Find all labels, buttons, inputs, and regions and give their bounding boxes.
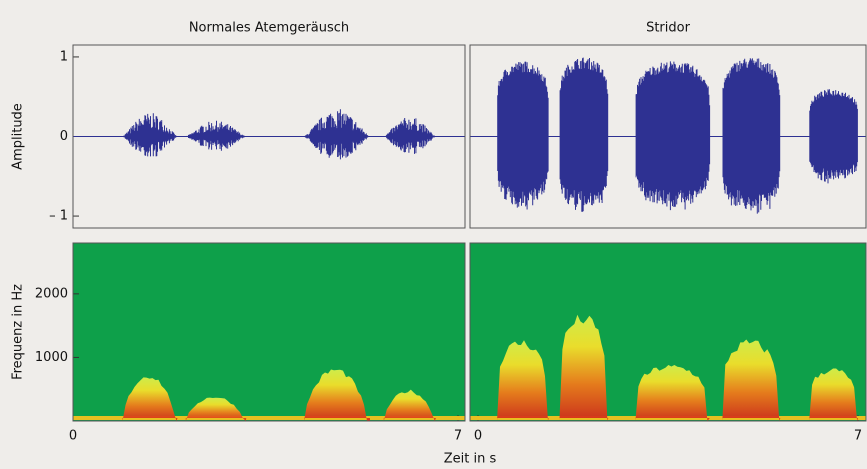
- waveform-burst: [809, 89, 858, 184]
- noise-floor: [73, 416, 465, 420]
- waveform-burst: [122, 113, 178, 157]
- waveform-burst: [185, 120, 247, 151]
- waveform-burst: [304, 109, 370, 160]
- y-axis-label: Frequenz in Hz: [11, 284, 26, 380]
- x-tick-label: 0: [474, 429, 482, 444]
- spectrogram-burst: [722, 339, 781, 421]
- waveform-burst: [635, 61, 711, 211]
- plot-frame: [469, 242, 867, 422]
- y-tick-label: 0: [60, 129, 68, 144]
- chart-title: Stridor: [646, 21, 691, 36]
- spectrogram-burst: [497, 340, 549, 421]
- y-tick-label: 1: [60, 49, 68, 64]
- y-tick-label: 1000: [35, 350, 68, 365]
- x-axis-label: Zeit in s: [444, 452, 497, 467]
- spectrogram-burst: [635, 365, 710, 421]
- spectrogram-burst: [383, 389, 436, 421]
- spectrogram-burst: [185, 397, 247, 421]
- waveform-burst: [383, 118, 436, 154]
- waveform-burst: [497, 61, 549, 210]
- spectrogram-burst: [122, 377, 178, 421]
- y-tick-label: 2000: [35, 286, 68, 301]
- plot-frame: [72, 242, 466, 422]
- x-tick-label: 7: [454, 429, 462, 444]
- spectrogram-burst: [304, 369, 370, 421]
- y-tick-label: – 1: [49, 209, 68, 224]
- x-tick-label: 7: [854, 429, 862, 444]
- plot-frame: [469, 44, 867, 229]
- plot-frame: [72, 44, 466, 229]
- waveform-burst: [722, 58, 781, 214]
- y-axis-label: Amplitude: [11, 103, 26, 170]
- spectrogram-burst: [809, 368, 858, 421]
- chart-title: Normales Atemgeräusch: [189, 21, 349, 36]
- x-tick-label: 0: [69, 429, 77, 444]
- spectrogram-burst: [559, 314, 609, 421]
- waveform-burst: [559, 57, 609, 212]
